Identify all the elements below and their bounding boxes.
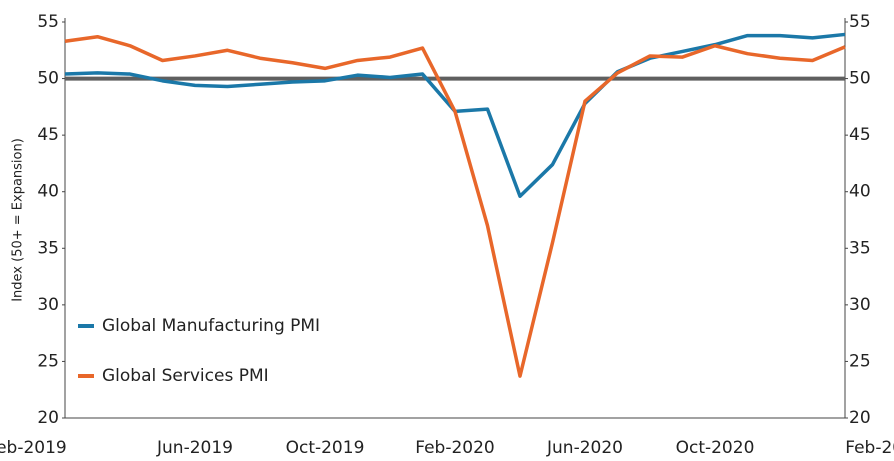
x-tick-label: Feb-2021 [845, 438, 894, 458]
y2-tick-label: 55 [849, 12, 871, 32]
x-tick-label: Jun-2020 [546, 438, 623, 458]
x-tick-label: Oct-2020 [676, 438, 755, 458]
y-tick-label: 55 [37, 12, 59, 32]
y2-tick-label: 45 [849, 125, 871, 145]
y-tick-label: 40 [37, 182, 59, 202]
y-tick-label: 50 [37, 69, 59, 89]
x-tick-label: Jun-2019 [156, 438, 233, 458]
y-tick-label: 45 [37, 125, 59, 145]
y2-tick-label: 35 [849, 238, 871, 258]
x-tick-label: Oct-2019 [286, 438, 365, 458]
y-tick-label: 35 [37, 238, 59, 258]
y-tick-label: 30 [37, 295, 59, 315]
y2-tick-label: 30 [849, 295, 871, 315]
legend-label: Global Manufacturing PMI [102, 316, 320, 336]
x-tick-label: Feb-2019 [0, 438, 67, 458]
x-tick-label: Feb-2020 [415, 438, 495, 458]
y2-tick-label: 50 [849, 69, 871, 89]
legend-label: Global Services PMI [102, 366, 269, 386]
y-tick-label: 25 [37, 351, 59, 371]
y2-tick-label: 40 [849, 182, 871, 202]
y2-tick-label: 20 [849, 408, 871, 428]
y-axis-label: Index (50+ = Expansion) [11, 138, 26, 302]
y-tick-label: 20 [37, 408, 59, 428]
y2-tick-label: 25 [849, 351, 871, 371]
series-line [64, 34, 846, 378]
